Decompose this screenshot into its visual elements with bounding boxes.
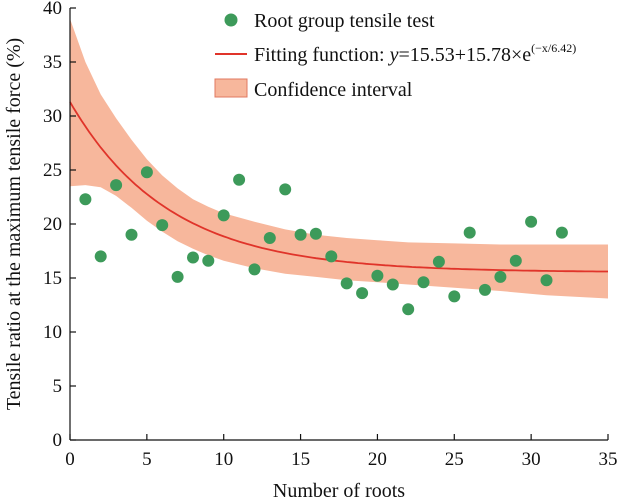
y-tick-label: 30 bbox=[43, 106, 62, 127]
y-tick-label: 0 bbox=[53, 430, 63, 451]
data-point bbox=[479, 283, 491, 296]
x-tick-label: 5 bbox=[142, 449, 152, 470]
data-point bbox=[294, 228, 307, 241]
legend-label-band: Confidence interval bbox=[254, 79, 413, 101]
y-tick-label: 5 bbox=[53, 376, 63, 397]
data-point bbox=[79, 193, 92, 206]
x-tick-label: 10 bbox=[214, 449, 233, 470]
data-point bbox=[432, 255, 445, 268]
x-tick-label: 30 bbox=[522, 449, 541, 470]
legend-fit-prefix: Fitting function: bbox=[254, 44, 390, 66]
x-tick-label: 0 bbox=[65, 449, 75, 470]
data-point bbox=[402, 303, 415, 316]
data-point bbox=[494, 270, 507, 283]
legend-marker-points bbox=[224, 13, 238, 27]
y-tick-label: 35 bbox=[43, 52, 62, 73]
legend: Root group tensile test Fitting function… bbox=[214, 10, 576, 101]
x-tick-label: 35 bbox=[599, 449, 618, 470]
y-axis-label: Tensile ratio at the maximum tensile for… bbox=[3, 38, 25, 410]
data-point bbox=[356, 287, 369, 300]
y-tick-label: 40 bbox=[43, 0, 62, 19]
data-point bbox=[156, 219, 169, 232]
data-point bbox=[187, 251, 199, 264]
legend-fit-main: =15.53+15.78×e bbox=[398, 44, 531, 66]
legend-fit-sup: (−x/6.42) bbox=[531, 41, 576, 55]
data-point bbox=[202, 254, 215, 267]
fit-line bbox=[69, 101, 608, 273]
scatter-points-layer bbox=[79, 166, 568, 316]
data-point bbox=[171, 270, 184, 283]
fit-line-layer bbox=[69, 101, 608, 273]
data-point bbox=[248, 263, 261, 276]
data-point bbox=[525, 215, 538, 228]
data-point bbox=[110, 179, 123, 192]
x-tick-label: 25 bbox=[445, 449, 464, 470]
data-point bbox=[555, 226, 568, 239]
data-point bbox=[448, 290, 461, 303]
x-tick-label: 15 bbox=[291, 449, 310, 470]
data-point bbox=[509, 254, 522, 267]
legend-fit-var: y bbox=[388, 44, 399, 66]
data-point bbox=[279, 183, 292, 196]
data-point bbox=[140, 166, 153, 179]
x-tick-label: 20 bbox=[368, 449, 387, 470]
y-tick-label: 25 bbox=[43, 160, 62, 181]
axes: 0 5 10 15 20 25 30 35 0 5 10 15 20 25 30 35 40 Number of … bbox=[3, 0, 618, 502]
data-point bbox=[325, 250, 338, 263]
y-tick-label: 20 bbox=[43, 214, 62, 235]
data-point bbox=[125, 228, 138, 241]
y-tick-label: 15 bbox=[43, 268, 62, 289]
data-point bbox=[463, 226, 476, 239]
data-point bbox=[340, 277, 353, 290]
data-point bbox=[233, 173, 246, 186]
data-point bbox=[371, 269, 384, 282]
legend-label-points: Root group tensile test bbox=[254, 10, 435, 32]
data-point bbox=[263, 232, 276, 244]
data-point bbox=[309, 227, 322, 240]
data-point bbox=[417, 276, 430, 289]
x-axis-label: Number of roots bbox=[273, 480, 405, 502]
data-point bbox=[540, 274, 553, 287]
data-point bbox=[94, 250, 107, 263]
data-point bbox=[217, 209, 230, 222]
legend-label-fit: Fitting function: y=15.53+15.78×e(−x/6.4… bbox=[254, 41, 576, 66]
legend-marker-band bbox=[214, 78, 248, 98]
y-tick-label: 10 bbox=[43, 322, 62, 343]
data-point bbox=[386, 278, 399, 291]
